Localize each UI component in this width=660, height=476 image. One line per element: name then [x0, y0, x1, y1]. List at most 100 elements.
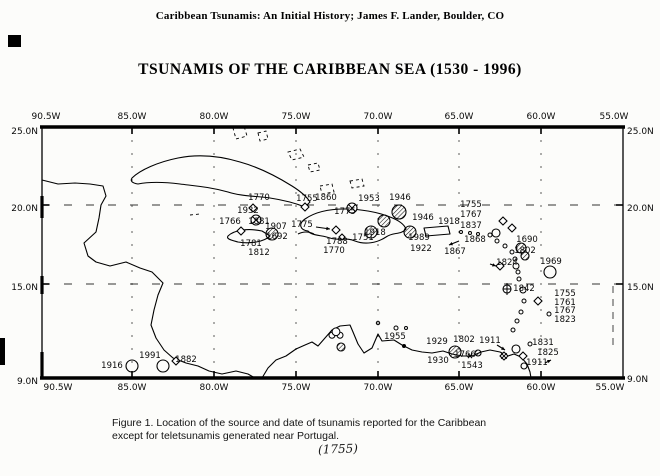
event-year-label: 1767 — [460, 210, 482, 220]
axis-label-left: 25.0N — [11, 127, 38, 137]
event-year-label: 1946 — [389, 193, 411, 203]
figure-title: TSUNAMIS OF THE CARIBBEAN SEA (1530 - 19… — [138, 61, 522, 78]
leader-arrowhead — [547, 360, 551, 364]
circle-hatch-marker-icon — [474, 349, 482, 357]
circle-hatch-marker-icon — [391, 204, 407, 220]
island-dot — [512, 256, 518, 262]
leader-arrowhead — [326, 226, 330, 231]
circle-marker-icon — [520, 362, 528, 370]
axis-label-top: 65.0W — [445, 112, 474, 122]
event-year-label: 1929 — [426, 337, 448, 347]
event-year-label: 1946 — [412, 213, 434, 223]
axis-label-left: 15.0N — [11, 283, 38, 293]
event-year-label: 1831 — [532, 338, 554, 348]
island-outline-dashed — [287, 148, 305, 161]
island-dot — [546, 311, 552, 317]
event-year-label: 1788 — [326, 237, 348, 247]
island-dot — [393, 325, 399, 331]
scan-artifact-square — [8, 35, 21, 47]
event-year-label: 1953 — [358, 194, 380, 204]
axis-label-bottom: 70.0W — [364, 383, 393, 393]
figure-caption-line1: Figure 1. Location of the source and dat… — [112, 417, 487, 429]
leader-arrowhead — [492, 263, 496, 267]
island-dot — [476, 232, 480, 236]
figure-caption: Figure 1. Location of the source and dat… — [112, 417, 552, 444]
coastline — [41, 179, 256, 379]
axis-label-bottom: 85.0W — [118, 383, 147, 393]
circle-hatch-marker-icon — [403, 225, 417, 239]
axis-label-right: 9.0N — [627, 375, 648, 385]
island-dot — [404, 326, 408, 330]
event-year-label: 1802 — [453, 335, 475, 345]
event-year-label: 1761 — [554, 298, 576, 308]
circle-marker-icon — [125, 359, 139, 373]
island-dot — [514, 318, 520, 324]
island-outline-dashed — [349, 178, 365, 189]
event-year-label: 1766 — [454, 350, 476, 360]
island-dot — [521, 298, 527, 304]
event-year-label: 1766 — [219, 217, 241, 227]
event-year-label: 1770 — [248, 193, 270, 203]
circle-hatch-marker-icon — [448, 345, 462, 359]
island-dot — [502, 243, 508, 249]
axis-label-top: 55.0W — [600, 112, 629, 122]
dot-marker-icon — [402, 344, 406, 348]
island-dot — [375, 320, 381, 326]
island-outline-dashed — [307, 162, 321, 173]
axis-label-bottom: 90.5W — [44, 383, 73, 393]
axis-label-right: 20.0N — [627, 204, 654, 214]
axis-label-top: 60.0W — [527, 112, 556, 122]
axis-label-bottom: 80.0W — [200, 383, 229, 393]
diamond-marker-icon — [331, 225, 341, 235]
diamond-marker-icon — [518, 351, 528, 361]
circle-hatch-marker-icon — [364, 225, 378, 239]
event-year-label: 1692 — [266, 232, 288, 242]
event-year-label: 1930 — [427, 356, 449, 366]
event-year-label: 1775 — [334, 207, 356, 217]
axis-label-bottom: 60.0W — [527, 383, 556, 393]
island-dot — [509, 249, 515, 255]
cloud-marker-icon — [328, 327, 344, 339]
island-dot — [468, 231, 472, 235]
event-year-label: 1543 — [461, 361, 483, 371]
diamond-marker-icon — [533, 296, 543, 306]
event-year-label: 1690 — [516, 235, 538, 245]
event-year-label: 1918 — [364, 228, 386, 238]
running-header: Caribbean Tsunamis: An Initial History; … — [155, 10, 505, 22]
island-outline-dashed — [257, 130, 269, 142]
coastline — [130, 155, 311, 208]
coastline — [297, 231, 315, 235]
event-year-label: 1969 — [540, 257, 562, 267]
event-year-label: 1868 — [464, 235, 486, 245]
circle-hatch-marker-icon — [515, 242, 527, 254]
leader-arrowhead — [501, 346, 505, 350]
event-year-label: 1867 — [444, 247, 466, 257]
diamond-marker-icon — [236, 226, 246, 236]
island-dot — [459, 230, 463, 234]
star-marker-icon — [499, 351, 509, 361]
coastline — [261, 324, 532, 379]
event-year-label: 1823 — [554, 315, 576, 325]
event-year-label: 1824 — [496, 258, 518, 268]
event-year-label: 1907 — [265, 222, 287, 232]
island-outline-dashed — [232, 125, 248, 140]
diamond-marker-icon — [507, 223, 517, 233]
diamond-marker-icon — [300, 202, 310, 212]
island-dot — [515, 269, 521, 275]
event-year-label: 1812 — [248, 248, 270, 258]
event-year-label: 1918 — [438, 217, 460, 227]
event-year-label: 1916 — [101, 361, 123, 371]
event-year-label: 1770 — [323, 246, 345, 256]
axis-label-bottom: 55.0W — [596, 383, 625, 393]
leader-arrowhead — [449, 242, 453, 246]
event-year-label: 1751 — [352, 233, 374, 243]
coastline — [423, 225, 451, 237]
event-year-label: 1922 — [410, 244, 432, 254]
diamond-marker-icon — [248, 203, 258, 213]
island-dot — [487, 232, 493, 238]
diamond-marker-icon — [498, 216, 508, 226]
event-year-label: 1767 — [554, 306, 576, 316]
island-dot — [519, 286, 527, 294]
